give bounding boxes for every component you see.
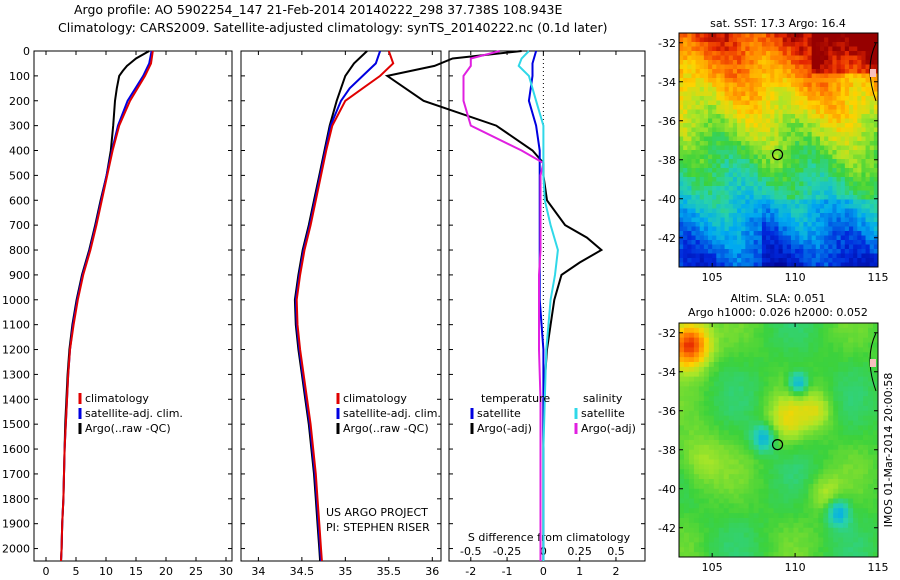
sla-map xyxy=(679,323,879,558)
argo-float-marker xyxy=(771,149,784,161)
depth-tick-label: 900 xyxy=(9,269,30,282)
temp-x-tick-label: 10 xyxy=(99,565,113,578)
legend-label: satellite-adj. clim. xyxy=(85,407,183,420)
map-lat-tick-label: -38 xyxy=(658,444,676,457)
map-lat-tick-label: -40 xyxy=(658,483,676,496)
depth-tick-label: 1300 xyxy=(2,368,30,381)
depth-tick-label: 600 xyxy=(9,194,30,207)
legend-label: climatology xyxy=(343,392,407,405)
s-diff-tick-label: -0.25 xyxy=(493,545,521,558)
pi-annotation: PI: STEPHEN RISER xyxy=(326,521,430,534)
legend-temperature-heading: temperature xyxy=(481,392,550,405)
depth-tick-label: 1900 xyxy=(2,518,30,531)
map-lat-tick-label: -34 xyxy=(658,366,676,379)
figure-title-line1: Argo profile: AO 5902254_147 21-Feb-2014… xyxy=(74,2,563,17)
map-lon-tick-label: 110 xyxy=(785,561,806,574)
map-lat-tick-label: -32 xyxy=(658,37,676,50)
depth-tick-label: 1100 xyxy=(2,319,30,332)
figure-title-line2: Climatology: CARS2009. Satellite-adjuste… xyxy=(58,20,608,35)
profile-panel-2 xyxy=(240,50,442,562)
s-diff-x-label: S difference from climatology xyxy=(468,531,631,544)
depth-tick-label: 1000 xyxy=(2,294,30,307)
legend-label: Argo(..raw -QC) xyxy=(85,422,171,435)
sal-x-tick-label: 36 xyxy=(425,565,439,578)
map-lat-tick-label: -38 xyxy=(658,154,676,167)
imos-timestamp: IMOS 01-Mar-2014 20:00:58 xyxy=(882,373,895,528)
sst-map-title: sat. SST: 17.3 Argo: 16.4 xyxy=(710,17,846,30)
sla-map-title-line1: Altim. SLA: 0.051 xyxy=(730,292,825,305)
sla-map-title-line2: Argo h1000: 0.026 h2000: 0.052 xyxy=(688,306,868,319)
map-lat-tick-label: -36 xyxy=(658,405,676,418)
depth-tick-label: 1400 xyxy=(2,393,30,406)
map-frame xyxy=(678,322,879,558)
depth-tick-label: 1200 xyxy=(2,344,30,357)
legend-label: Argo(..raw -QC) xyxy=(343,422,429,435)
t-diff-x-tick-label: 1 xyxy=(576,565,583,578)
profile-panel-1 xyxy=(33,50,233,562)
t-diff-x-tick-label: 2 xyxy=(612,565,619,578)
temp-x-tick-label: 25 xyxy=(189,565,203,578)
temp-x-tick-label: 0 xyxy=(43,565,50,578)
depth-tick-label: 700 xyxy=(9,219,30,232)
legend-label: Argo(-adj) xyxy=(477,422,532,435)
series-clim-temperature xyxy=(60,50,154,562)
map-frame xyxy=(678,32,879,268)
s-diff-tick-label: 0.25 xyxy=(567,545,592,558)
map-lon-tick-label: 105 xyxy=(702,271,723,284)
land-patch xyxy=(870,69,876,77)
series-s-argo-diff xyxy=(462,50,545,561)
temp-x-tick-label: 15 xyxy=(129,565,143,578)
profile-panel-3 xyxy=(448,50,646,562)
temp-x-tick-label: 20 xyxy=(159,565,173,578)
depth-tick-label: 200 xyxy=(9,95,30,108)
legend-salinity-heading: salinity xyxy=(583,392,623,405)
legend-label: satellite xyxy=(477,407,521,420)
sal-x-tick-label: 34 xyxy=(251,565,265,578)
s-diff-tick-label: -0.5 xyxy=(460,545,481,558)
temp-x-tick-label: 5 xyxy=(73,565,80,578)
argo-float-marker xyxy=(771,439,784,451)
map-lat-tick-label: -42 xyxy=(658,522,676,535)
legend-label: climatology xyxy=(85,392,149,405)
s-diff-tick-label: 0.5 xyxy=(607,545,625,558)
depth-tick-label: 800 xyxy=(9,244,30,257)
sal-x-tick-label: 34.5 xyxy=(290,565,315,578)
map-lon-tick-label: 115 xyxy=(868,561,889,574)
series-clim-salinity xyxy=(295,50,395,562)
depth-tick-label: 1700 xyxy=(2,468,30,481)
depth-tick-label: 400 xyxy=(9,145,30,158)
depth-tick-label: 1600 xyxy=(2,443,30,456)
temp-x-tick-label: 30 xyxy=(219,565,233,578)
depth-tick-label: 500 xyxy=(9,169,30,182)
project-annotation: US ARGO PROJECT xyxy=(326,506,428,519)
depth-tick-label: 2000 xyxy=(2,543,30,556)
land-patch xyxy=(870,359,876,367)
sal-x-tick-label: 35 xyxy=(338,565,352,578)
series-s-satellite-diff xyxy=(517,50,559,561)
map-lon-tick-label: 105 xyxy=(702,561,723,574)
sst-map xyxy=(679,33,879,268)
map-lat-tick-label: -36 xyxy=(658,115,676,128)
depth-tick-label: 0 xyxy=(23,45,30,58)
legend-label: satellite xyxy=(581,407,625,420)
depth-tick-label: 300 xyxy=(9,120,30,133)
t-diff-x-tick-label: 0 xyxy=(540,565,547,578)
map-lon-tick-label: 115 xyxy=(868,271,889,284)
legend-label: satellite-adj. clim. xyxy=(343,407,441,420)
map-lon-tick-label: 110 xyxy=(785,271,806,284)
depth-tick-label: 1500 xyxy=(2,418,30,431)
sal-x-tick-label: 35.5 xyxy=(377,565,402,578)
legend-label: Argo(-adj) xyxy=(581,422,636,435)
depth-tick-label: 1800 xyxy=(2,493,30,506)
t-diff-x-tick-label: -2 xyxy=(465,565,476,578)
map-lat-tick-label: -42 xyxy=(658,232,676,245)
t-diff-x-tick-label: -1 xyxy=(502,565,513,578)
depth-tick-label: 100 xyxy=(9,70,30,83)
map-lat-tick-label: -34 xyxy=(658,76,676,89)
map-lat-tick-label: -40 xyxy=(658,193,676,206)
map-lat-tick-label: -32 xyxy=(658,327,676,340)
